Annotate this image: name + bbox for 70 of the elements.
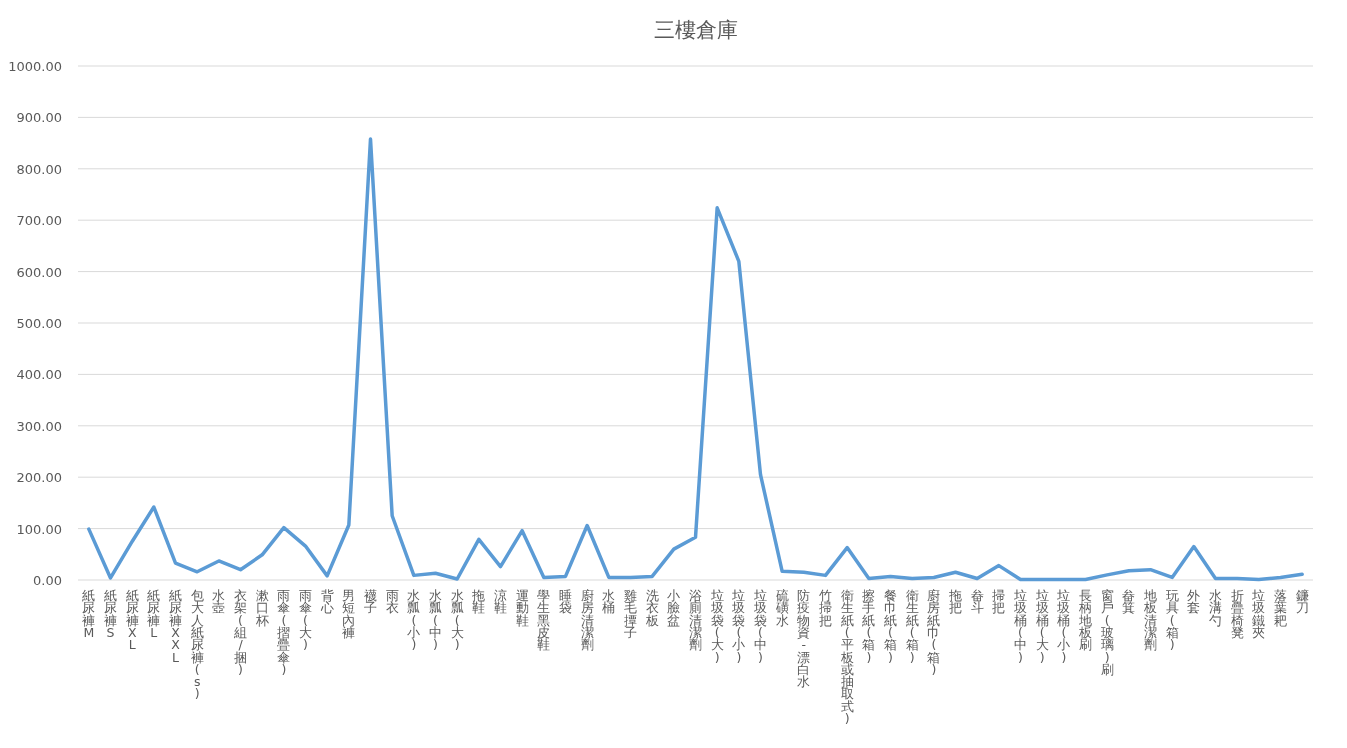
- x-tick-label: 衣架(組/捆): [233, 588, 247, 677]
- x-tick-label: 垃圾袋(中): [753, 588, 767, 665]
- x-tick-label: 畚箕: [1122, 588, 1136, 616]
- x-tick-label: 垃圾鐵夾: [1251, 588, 1266, 640]
- x-tick-label: 小臉盆: [667, 588, 681, 628]
- x-tick-label: 拖鞋: [471, 588, 486, 616]
- x-tick-label: 垃圾袋(大): [709, 588, 724, 665]
- x-tick-label: 水溝勺: [1209, 588, 1222, 628]
- x-tick-label: 防疫物資-漂白水: [797, 588, 811, 690]
- x-tick-label: 垃圾桶(大): [1034, 588, 1049, 665]
- x-tick-label: 紙尿褲S: [104, 588, 117, 640]
- x-tick-label: 紙尿褲XXL: [169, 588, 182, 665]
- x-tick-label: 水瓢(小): [407, 588, 421, 653]
- y-tick-label: 600.00: [16, 264, 62, 280]
- x-tick-label: 畚斗: [970, 588, 984, 616]
- x-tick-label: 水桶: [602, 588, 616, 616]
- x-tick-label: 漱口杯: [254, 588, 269, 628]
- x-tick-label: 垃圾袋(小): [731, 588, 746, 665]
- y-tick-label: 800.00: [16, 161, 62, 177]
- x-tick-label: 水瓢(中): [429, 588, 442, 653]
- x-tick-label: 紙尿褲L: [147, 588, 161, 640]
- x-tick-label: 掃把: [992, 588, 1006, 616]
- x-tick-label: 學生黑皮鞋: [537, 588, 551, 653]
- x-tick-label: 紙尿褲M: [82, 588, 96, 640]
- x-tick-label: 衛生紙(箱): [905, 588, 919, 665]
- x-tick-label: 玩具(箱): [1165, 588, 1179, 653]
- x-tick-label: 垃圾桶(小): [1056, 588, 1071, 665]
- x-tick-label: 紙尿褲XL: [125, 588, 139, 653]
- x-tick-label: 鐮刀: [1295, 588, 1309, 616]
- x-tick-label: 雞毛撢子: [624, 588, 637, 640]
- category-label: 衛生紙(平板或抽取式): [840, 588, 854, 726]
- y-tick-label: 1000.00: [8, 59, 62, 74]
- y-tick-label: 200.00: [16, 470, 62, 486]
- x-tick-label: 垃圾桶(中): [1013, 588, 1027, 665]
- x-tick-label: 洗衣板: [644, 588, 659, 628]
- x-tick-label: 廚房紙巾(箱): [927, 588, 941, 677]
- x-tick-label: 折疊椅凳: [1230, 588, 1244, 640]
- y-tick-label: 400.00: [16, 367, 62, 383]
- x-tick-label: 男短內褲: [342, 588, 356, 640]
- y-tick-label: 500.00: [16, 316, 62, 331]
- x-tick-label: 落葉耙: [1274, 588, 1287, 628]
- category-label: 包大人紙尿褲(s): [190, 588, 204, 702]
- line-series: [87, 137, 1304, 582]
- x-tick-label: 廚房清潔劑: [580, 588, 594, 653]
- x-tick-label: 涼鞋: [494, 588, 507, 616]
- x-tick-label: 餐巾紙(箱): [884, 588, 897, 665]
- x-tick-label: 水瓢(大): [450, 588, 464, 653]
- x-tick-label: 雨傘(摺疊傘): [277, 588, 291, 677]
- x-tick-label: 雨傘(大): [299, 588, 312, 653]
- x-tick-label: 地板清潔劑: [1143, 588, 1157, 653]
- x-tick-label: 睡袋: [559, 588, 572, 616]
- x-tick-label: 長柄地板刷: [1078, 588, 1092, 653]
- x-tick-label: 硫磺水: [774, 588, 789, 628]
- y-tick-label: 100.00: [16, 521, 62, 537]
- y-tick-label: 300.00: [16, 418, 62, 434]
- chart-title: 三樓倉庫: [653, 18, 738, 42]
- x-tick-label: 水壺: [212, 588, 226, 616]
- y-tick-label: 900.00: [16, 110, 62, 126]
- x-tick-label: 拖把: [948, 588, 962, 616]
- y-tick-label: 700.00: [16, 213, 62, 229]
- y-tick-label: 0.00: [33, 573, 62, 588]
- x-tick-label: 雨衣: [385, 588, 399, 616]
- x-tick-label: 擦手紙(箱): [862, 588, 876, 665]
- x-tick-label: 竹掃把: [819, 588, 832, 628]
- x-tick-label: 運動鞋: [515, 588, 529, 628]
- x-tick-label: 浴廁清潔劑: [689, 588, 702, 653]
- x-tick-label: 背心: [319, 588, 334, 616]
- x-tick-label: 窗戶(玻璃)刷: [1100, 588, 1114, 677]
- x-tick-label: 襪子: [364, 588, 377, 616]
- x-tick-label: 外套: [1187, 588, 1201, 616]
